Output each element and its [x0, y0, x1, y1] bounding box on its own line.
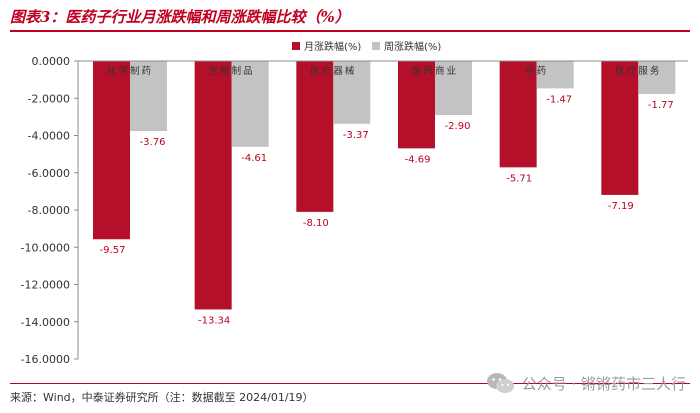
monthly-bar	[296, 61, 334, 212]
y-tick-label: 0.0000	[32, 55, 71, 68]
weekly-data-label: -1.77	[648, 100, 674, 111]
figure-header: 图表3：医药子行业月涨跌幅和周涨跌幅比较（%）	[10, 6, 690, 32]
monthly-bar	[194, 61, 232, 310]
legend-label-monthly: 月涨跌幅(%)	[304, 40, 361, 53]
category-label: 生物制品	[209, 65, 255, 77]
legend-label-weekly: 周涨跌幅(%)	[384, 40, 441, 53]
weekly-data-label: -4.61	[241, 153, 267, 164]
figure-title: 图表3：医药子行业月涨跌幅和周涨跌幅比较（%）	[10, 8, 350, 26]
weekly-data-label: -3.76	[140, 137, 166, 148]
y-tick-label: -16.0000	[21, 353, 70, 366]
category-label: 医疗器械	[310, 65, 356, 77]
monthly-data-label: -8.10	[303, 218, 329, 229]
monthly-data-label: -7.19	[608, 201, 634, 212]
category-label: 医药商业	[412, 65, 458, 77]
bar-chart: 0.0000 -2.0000 -4.0000 -6.0000 -8.0000 -10.00…	[21, 40, 688, 366]
weekly-bar	[536, 61, 574, 89]
legend-swatch-weekly	[372, 42, 380, 50]
category-label: 医疗服务	[615, 65, 661, 77]
y-tick-label: -4.0000	[28, 130, 70, 143]
weekly-bar	[435, 61, 472, 116]
monthly-bar	[93, 61, 130, 240]
weekly-data-label: -1.47	[546, 94, 572, 105]
y-tick-label: -12.0000	[21, 279, 70, 292]
source-note: 来源：Wind，中泰证券研究所（注：数据截至 2024/01/19）	[10, 391, 314, 404]
monthly-data-label: -5.71	[506, 173, 532, 184]
monthly-bar	[499, 61, 537, 168]
weekly-bar	[231, 61, 269, 147]
category-label: 化学制药	[107, 65, 153, 77]
y-tick-label: -2.0000	[28, 92, 70, 105]
weekly-data-label: -3.37	[343, 130, 369, 141]
category-label: 中药	[525, 65, 548, 77]
y-tick-label: -10.0000	[21, 241, 70, 254]
legend-swatch-monthly	[292, 42, 300, 50]
footer-divider	[10, 383, 690, 384]
monthly-bar	[601, 61, 639, 195]
monthly-data-label: -13.34	[198, 315, 230, 326]
weekly-bar	[638, 61, 676, 94]
weekly-bar	[333, 61, 371, 124]
weekly-data-label: -2.90	[445, 121, 471, 132]
watermark-text: 公众号 · 锵锵药市三人行	[521, 374, 686, 393]
monthly-data-label: -9.57	[100, 245, 126, 256]
y-tick-label: -8.0000	[28, 204, 70, 217]
y-tick-label: -14.0000	[21, 316, 70, 329]
monthly-bar	[398, 61, 435, 149]
weekly-bar	[130, 61, 167, 132]
wechat-icon	[486, 373, 514, 393]
y-tick-label: -6.0000	[28, 167, 70, 180]
monthly-data-label: -4.69	[405, 154, 431, 165]
watermark: 公众号 · 锵锵药市三人行	[486, 372, 686, 394]
